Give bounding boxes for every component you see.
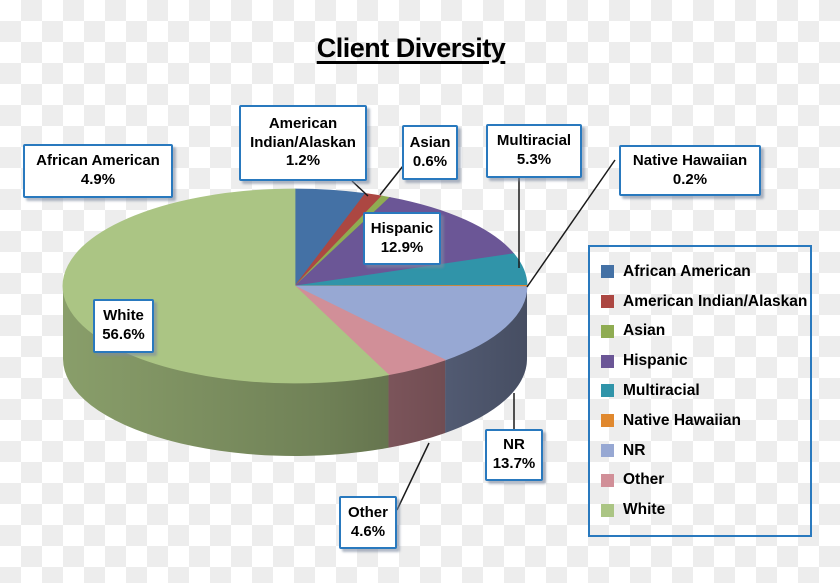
legend-label: African American: [623, 262, 751, 280]
legend-swatch-icon: [601, 295, 614, 309]
callout-american-indian-alaskan: American Indian/Alaskan 1.2%: [239, 105, 367, 181]
legend-label: Asian: [623, 322, 666, 340]
legend-swatch-icon: [601, 414, 614, 428]
legend-label: White: [623, 501, 666, 519]
legend-swatch-icon: [601, 265, 614, 279]
callout-label: Indian/Alaskan: [250, 133, 356, 151]
legend-item-hispanic: Hispanic: [601, 352, 806, 370]
callout-other: Other 4.6%: [339, 496, 397, 549]
legend-item-asian: Asian: [601, 322, 806, 340]
callout-african-american: African American 4.9%: [23, 144, 173, 198]
callout-label: White: [103, 307, 144, 325]
legend-label: American Indian/Alaskan: [623, 292, 808, 310]
leader-native-hawaiian: [526, 159, 616, 288]
pie-slice-nr: [294, 285, 528, 361]
legend-item-nr: NR: [601, 442, 806, 460]
callout-label: American: [268, 114, 338, 132]
callout-nr: NR 13.7%: [485, 429, 543, 481]
callout-value: 0.2%: [672, 170, 708, 188]
legend-item-native-hawaiian: Native Hawaiian: [601, 412, 806, 430]
legend-item-multiracial: Multiracial: [601, 382, 806, 400]
callout-hispanic: Hispanic 12.9%: [363, 212, 441, 265]
callout-native-hawaiian: Native Hawaiian 0.2%: [619, 145, 761, 196]
callout-value: 12.9%: [380, 238, 424, 256]
callout-value: 4.6%: [350, 522, 386, 540]
leader-other: [396, 442, 430, 511]
legend-item-african-american: African American: [601, 263, 806, 281]
callout-label: Native Hawaiian: [632, 151, 748, 169]
callout-label: Multiracial: [496, 132, 572, 150]
leader-american-indian-alaskan: [351, 180, 369, 197]
legend-swatch-icon: [601, 354, 614, 368]
callout-white: White 56.6%: [93, 299, 154, 353]
legend-item-white: White: [601, 501, 806, 519]
legend-swatch-icon: [601, 444, 614, 458]
callout-label: Other: [347, 503, 388, 521]
callout-label: NR: [503, 436, 525, 454]
callout-label: African American: [36, 152, 160, 170]
legend-item-other: Other: [601, 471, 806, 489]
legend-label: Native Hawaiian: [623, 411, 742, 429]
callout-value: 56.6%: [102, 326, 145, 343]
legend-label: Other: [623, 471, 665, 489]
callout-value: 1.2%: [285, 152, 321, 170]
legend-swatch-icon: [601, 473, 614, 487]
legend-swatch-icon: [601, 503, 614, 517]
callout-multiracial: Multiracial 5.3%: [486, 124, 582, 178]
callout-asian: Asian 0.6%: [402, 125, 458, 180]
leader-asian: [379, 165, 404, 196]
leader-lines: [351, 159, 616, 511]
legend-item-american-indian-alaskan: American Indian/Alaskan: [601, 292, 808, 311]
pie-rim-shading: [63, 286, 527, 456]
chart-title: Client Diversity: [316, 33, 506, 63]
callout-value: 0.6%: [412, 152, 448, 170]
legend-swatch-icon: [601, 384, 614, 398]
legend-label: NR: [623, 441, 646, 459]
callout-label: Hispanic: [370, 219, 434, 237]
legend-label: Multiracial: [623, 381, 700, 399]
callout-value: 5.3%: [516, 151, 552, 168]
legend-swatch-icon: [601, 324, 614, 338]
callout-value: 4.9%: [80, 171, 116, 188]
callout-value: 13.7%: [492, 455, 536, 472]
legend-label: Hispanic: [623, 352, 688, 370]
chart-legend: African American American Indian/Alaskan…: [588, 245, 812, 537]
callout-label: Asian: [409, 133, 451, 151]
